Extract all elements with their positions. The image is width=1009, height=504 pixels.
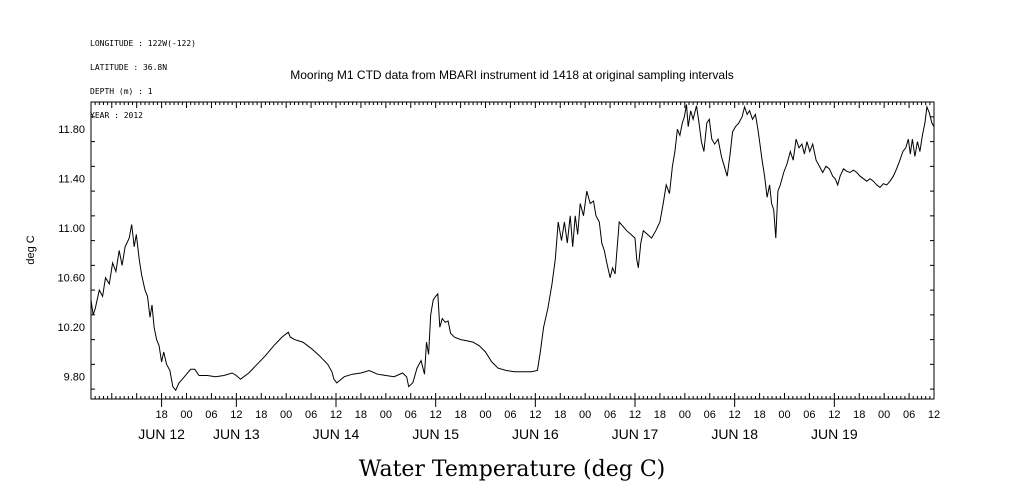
meta-longitude: LONGITUDE : 122W(-122) xyxy=(90,39,196,48)
x-date-label: JUN 17 xyxy=(612,426,659,442)
x-hour-label: 12 xyxy=(330,409,342,421)
y-tick-label: 11.80 xyxy=(58,124,85,136)
x-hour-label: 00 xyxy=(380,409,392,421)
x-hour-label: 12 xyxy=(629,409,641,421)
x-hour-label: 06 xyxy=(305,409,317,421)
x-hour-label: 18 xyxy=(753,409,765,421)
y-tick-label: 11.00 xyxy=(58,223,85,235)
x-hour-label: 12 xyxy=(729,409,741,421)
chart-title: Mooring M1 CTD data from MBARI instrumen… xyxy=(290,68,734,82)
x-date-label: JUN 19 xyxy=(811,426,858,442)
x-hour-label: 00 xyxy=(479,409,491,421)
x-hour-label: 18 xyxy=(853,409,865,421)
metadata-block: LONGITUDE : 122W(-122) LATITUDE : 36.8N … xyxy=(90,24,196,128)
x-date-label: JUN 14 xyxy=(313,426,360,442)
x-hour-label: 06 xyxy=(704,409,716,421)
x-hour-label: 06 xyxy=(903,409,915,421)
x-date-label: JUN 15 xyxy=(412,426,459,442)
x-hour-label: 06 xyxy=(504,409,516,421)
x-hour-label: 06 xyxy=(803,409,815,421)
x-hour-label: 12 xyxy=(828,409,840,421)
x-date-label: JUN 12 xyxy=(138,426,185,442)
meta-latitude: LATITUDE : 36.8N xyxy=(90,63,168,72)
x-hour-label: 18 xyxy=(355,409,367,421)
x-hour-label: 12 xyxy=(230,409,242,421)
x-date-label: JUN 16 xyxy=(512,426,559,442)
x-hour-label: 18 xyxy=(255,409,267,421)
x-hour-label: 18 xyxy=(155,409,167,421)
x-hour-label: 00 xyxy=(579,409,591,421)
x-hour-label: 12 xyxy=(529,409,541,421)
x-hour-label: 18 xyxy=(554,409,566,421)
x-hour-label: 06 xyxy=(205,409,217,421)
x-date-label: JUN 13 xyxy=(213,426,260,442)
y-tick-label: 10.60 xyxy=(57,273,85,285)
x-hour-label: 12 xyxy=(430,409,442,421)
x-hour-label: 12 xyxy=(928,409,940,421)
x-hour-label: 00 xyxy=(280,409,292,421)
x-hour-label: 00 xyxy=(180,409,192,421)
x-hour-label: 00 xyxy=(778,409,790,421)
x-tick-labels: 18 00 06 12 18 00 06 12 18 00 06 12 18 00 06 12 18 00 06 12… xyxy=(138,409,940,442)
x-hour-label: 06 xyxy=(604,409,616,421)
x-hour-label: 18 xyxy=(654,409,666,421)
series-line-water-temperature xyxy=(90,104,935,392)
y-axis-label: deg C xyxy=(25,235,37,264)
x-hour-label: 00 xyxy=(878,409,890,421)
x-axis-label: Water Temperature (deg C) xyxy=(359,457,666,482)
x-hour-label: 06 xyxy=(405,409,417,421)
meta-year: YEAR : 2012 xyxy=(90,111,143,120)
y-tick-labels: 9.80 10.20 10.60 11.00 11.40 11.80 xyxy=(57,124,85,384)
axis-ticks xyxy=(90,102,935,407)
plot-frame xyxy=(90,101,935,400)
y-tick-label: 9.80 xyxy=(64,372,85,384)
x-hour-label: 18 xyxy=(454,409,466,421)
x-hour-label: 00 xyxy=(679,409,691,421)
y-tick-label: 11.40 xyxy=(58,174,85,186)
meta-depth: DEPTH (m) : 1 xyxy=(90,87,153,96)
y-tick-label: 10.20 xyxy=(57,322,85,334)
x-date-label: JUN 18 xyxy=(711,426,758,442)
